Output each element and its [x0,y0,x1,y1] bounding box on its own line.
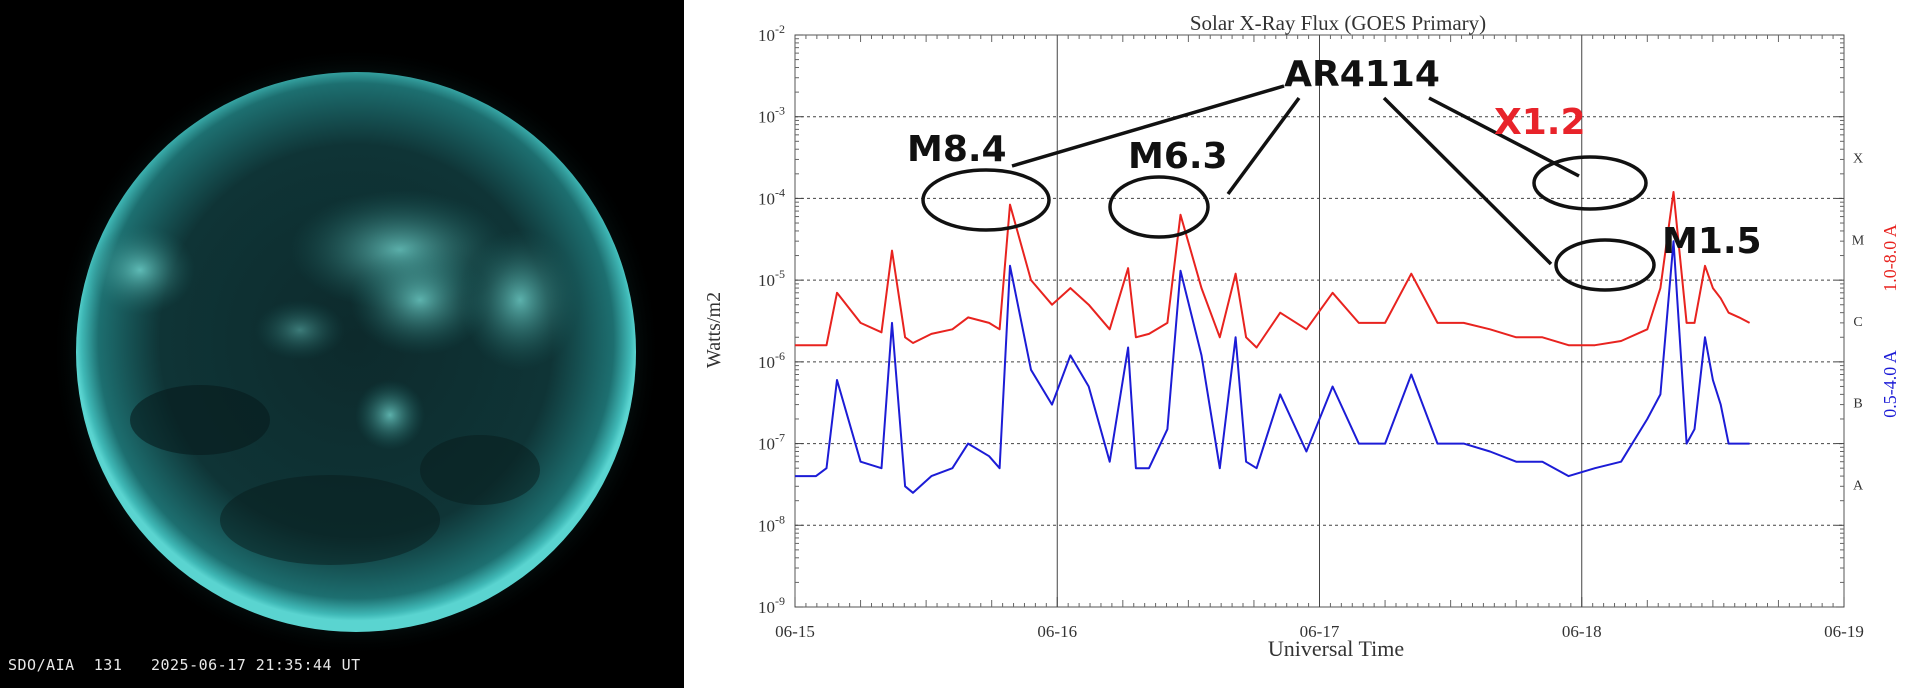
region-label: AR4114 [1284,54,1440,95]
x-tick-label: 06-15 [775,622,815,641]
flare-annotations: AR4114 M8.4 M6.3 X1.2 M1.5 [907,54,1762,292]
y-tick-label: 10-8 [758,512,785,535]
flare-class-label: M [1852,233,1865,248]
x-tick-label: 06-17 [1300,622,1340,641]
y-tick-label: 10-5 [758,267,785,290]
x-tick-labels: 06-15 06-16 06-17 06-18 06-19 [775,622,1864,641]
image-caption: SDO/AIA 131 2025-06-17 21:35:44 UT [8,656,361,674]
axis-ticks [794,34,1845,608]
ar-leader-m63 [1226,96,1301,196]
flare-class-label: X [1853,152,1863,167]
flare-class-label: A [1853,478,1864,493]
flare-class-label: B [1853,397,1862,412]
y-tick-label: 10-2 [758,22,785,45]
solar-disk-image [51,47,661,657]
circle-m15 [1554,238,1656,292]
circle-m84 [921,168,1051,232]
flare-label-m63: M6.3 [1128,136,1228,177]
flare-class-labels: A B C M X [1852,152,1865,494]
series-line-short-channel [795,240,1750,494]
flare-label-m15: M1.5 [1662,221,1762,262]
y-tick-labels: 10-9 10-8 10-7 10-6 10-5 10-4 10-3 10-2 [758,22,785,617]
series-line-long-channel [795,191,1751,349]
x-tick-label: 06-18 [1562,622,1602,641]
flare-label-m84: M8.4 [907,129,1007,170]
sun-image-panel: SDO/AIA 131 2025-06-17 21:35:44 UT [0,0,684,688]
xray-flux-chart: 10-910-810-710-610-510-410-310-2 06-15 06… [703,11,1900,661]
circle-x12 [1532,155,1648,211]
y-tick-label: 10-9 [758,594,785,617]
grid [795,35,1844,607]
x-tick-label: 06-19 [1824,622,1864,641]
y-tick-label: 10-3 [758,104,785,127]
legend-long-channel: 1.0-8.0 A [1880,224,1900,292]
y-axis-label: Watts/m2 [703,292,725,368]
ar-leader-m84 [1011,84,1285,168]
circle-m63 [1108,175,1210,239]
y-tick-label: 10-7 [758,431,785,454]
y-tick-label: 10-4 [758,185,785,208]
x-tick-label: 06-16 [1037,622,1077,641]
ar-leader-m15 [1382,96,1553,266]
flare-class-label: C [1853,315,1862,330]
y-tick-label: 10-6 [758,349,785,372]
series-lines [795,191,1751,494]
legend-short-channel: 0.5-4.0 A [1880,350,1900,418]
x-axis-label: Universal Time [1268,636,1404,661]
chart-title: Solar X-Ray Flux (GOES Primary) [1190,11,1486,35]
flare-label-x12: X1.2 [1494,102,1586,143]
